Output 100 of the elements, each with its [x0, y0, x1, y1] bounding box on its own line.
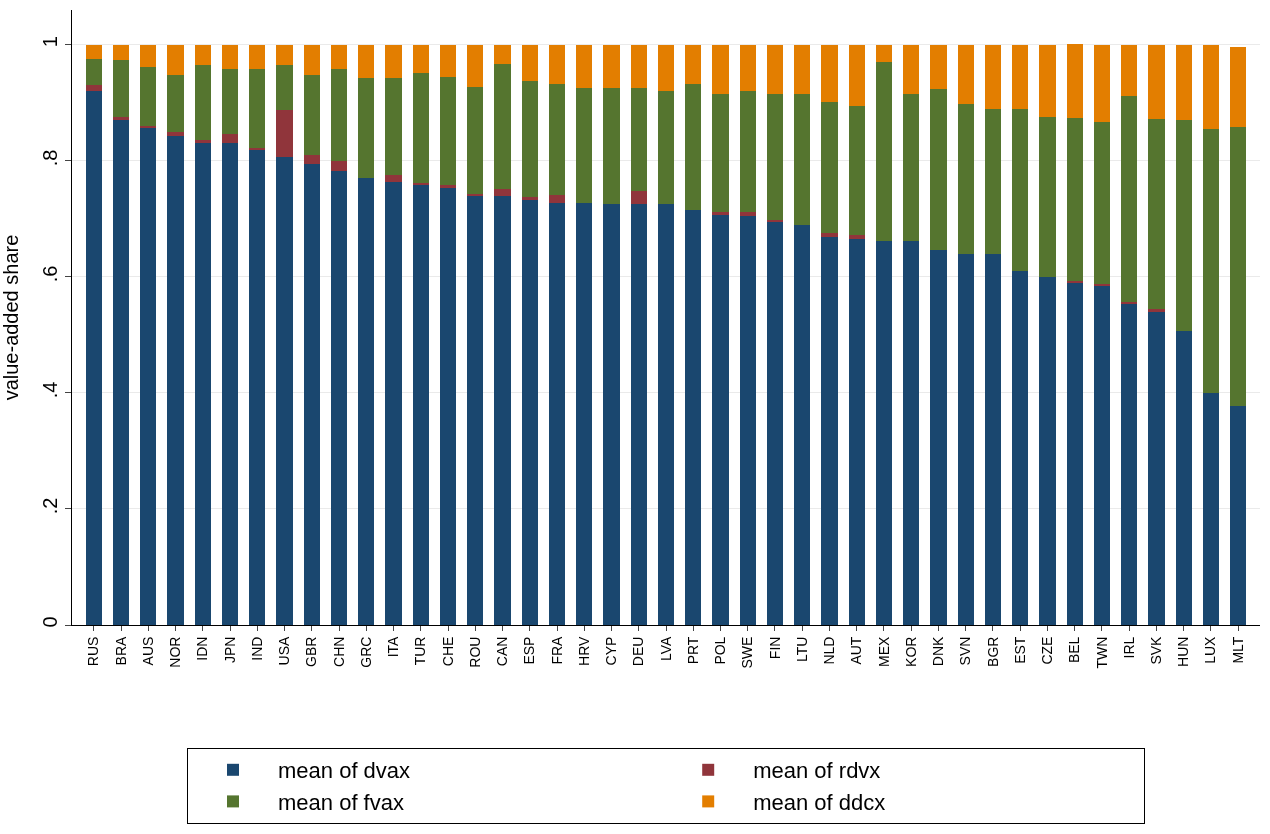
- bar: [439, 76, 457, 186]
- y-tick-label: .2: [39, 497, 61, 515]
- bar: [303, 164, 320, 625]
- bar: [630, 204, 647, 625]
- bar: [1039, 44, 1056, 117]
- x-tick-label: BRA: [112, 635, 129, 666]
- bar: [249, 149, 266, 625]
- bar: [521, 80, 538, 198]
- x-tick-label: CZE: [1039, 636, 1056, 665]
- y-tick-label: .6: [39, 265, 61, 283]
- bar: [903, 94, 920, 241]
- x-tick-label: HRV: [575, 635, 592, 666]
- bar: [739, 91, 756, 212]
- x-tick-label: KOR: [902, 636, 919, 667]
- bar: [848, 239, 865, 625]
- y-axis-title: value-added share: [0, 234, 22, 401]
- x-tick-label: SWE: [739, 636, 756, 669]
- bar: [439, 44, 457, 77]
- legend-label: mean of rdvx: [753, 758, 881, 784]
- bar: [1175, 119, 1192, 331]
- bar: [85, 85, 102, 92]
- bar: [630, 87, 647, 192]
- x-tick-label: AUS: [139, 636, 156, 666]
- y-tick-label: 0: [39, 616, 61, 628]
- bar: [494, 188, 511, 196]
- bar: [1039, 276, 1056, 625]
- bar: [439, 188, 457, 625]
- bar: [1066, 282, 1083, 625]
- bar: [1148, 311, 1165, 625]
- bar: [1148, 44, 1165, 120]
- bar: [521, 44, 538, 81]
- bar: [930, 44, 947, 90]
- bar: [140, 44, 157, 67]
- x-tick-label: SVN: [957, 636, 974, 666]
- bar: [1202, 128, 1220, 393]
- bar: [167, 74, 184, 132]
- bar: [766, 94, 784, 221]
- bar: [739, 44, 756, 92]
- bar: [194, 44, 211, 66]
- bar: [848, 44, 865, 106]
- bar: [439, 185, 457, 189]
- x-tick-label: ESP: [521, 636, 538, 665]
- bar: [766, 221, 784, 625]
- bar: [1093, 285, 1111, 625]
- bar: [1012, 271, 1029, 625]
- bar: [657, 204, 675, 625]
- x-tick-label: LVA: [657, 635, 674, 661]
- bar: [712, 44, 729, 95]
- bar: [330, 170, 348, 625]
- bar: [1148, 119, 1165, 309]
- bar: [1175, 330, 1192, 625]
- x-tick-label: TUR: [412, 636, 429, 666]
- bar: [385, 175, 402, 183]
- bar: [1202, 392, 1220, 625]
- x-tick-label: JPN: [221, 636, 238, 664]
- x-tick-label: MLT: [1229, 636, 1246, 664]
- bar: [1093, 44, 1111, 122]
- bar: [412, 73, 429, 183]
- legend-label: mean of ddcx: [753, 789, 886, 815]
- bar: [221, 143, 239, 625]
- bar: [358, 44, 375, 79]
- y-tick-label: .8: [39, 149, 61, 167]
- bar: [603, 204, 620, 625]
- bar: [957, 103, 974, 254]
- bar: [1039, 116, 1056, 277]
- bar: [848, 105, 865, 236]
- bar: [548, 44, 566, 84]
- bar: [521, 200, 538, 625]
- bar: [984, 109, 1002, 254]
- bar: [140, 66, 157, 127]
- bar: [358, 178, 375, 625]
- bar: [467, 193, 484, 196]
- bar: [385, 78, 402, 176]
- bar: [330, 44, 348, 70]
- x-tick-label: MEX: [875, 635, 892, 667]
- x-tick-label: IND: [248, 636, 265, 661]
- bar: [794, 224, 811, 625]
- bar: [821, 44, 838, 102]
- x-tick-label: RUS: [85, 636, 102, 667]
- x-tick-label: DEU: [630, 636, 647, 667]
- bar: [467, 195, 484, 625]
- bar: [1121, 44, 1138, 97]
- bar: [1230, 46, 1247, 128]
- bar: [494, 63, 511, 189]
- bar: [930, 250, 947, 625]
- x-tick-label: CYP: [603, 636, 620, 666]
- bar: [548, 83, 566, 195]
- bar: [848, 235, 865, 240]
- bar: [1121, 304, 1138, 625]
- bar: [276, 65, 293, 111]
- bar: [1175, 44, 1192, 120]
- bar: [957, 253, 974, 625]
- bar: [467, 44, 484, 88]
- bar: [276, 110, 293, 158]
- bar: [167, 135, 184, 625]
- bar: [221, 134, 239, 144]
- bar: [249, 44, 266, 70]
- bar: [603, 87, 620, 205]
- bar: [903, 44, 920, 95]
- bar: [85, 44, 102, 60]
